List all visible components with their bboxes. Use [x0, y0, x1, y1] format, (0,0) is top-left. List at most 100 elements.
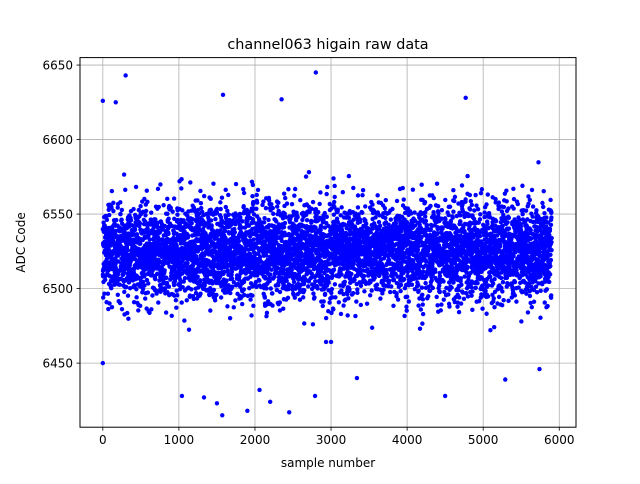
data-point	[167, 284, 171, 288]
data-point	[460, 183, 464, 187]
data-point	[118, 212, 122, 216]
data-point	[158, 182, 162, 186]
data-point	[435, 182, 439, 186]
data-point	[456, 288, 460, 292]
data-point	[107, 213, 111, 217]
data-point	[474, 285, 478, 289]
data-point	[262, 216, 266, 220]
data-point	[134, 295, 138, 299]
data-point	[114, 218, 118, 222]
data-point	[339, 205, 343, 209]
data-point	[183, 276, 187, 280]
data-point	[416, 289, 420, 293]
data-point	[261, 199, 265, 203]
data-point	[439, 302, 443, 306]
data-point	[435, 231, 439, 235]
data-point	[242, 287, 246, 291]
data-point	[404, 305, 408, 309]
data-point	[122, 290, 126, 294]
data-point	[447, 304, 451, 308]
data-point	[325, 215, 329, 219]
data-point	[305, 218, 309, 222]
data-point	[457, 295, 461, 299]
data-point	[341, 303, 345, 307]
data-point	[189, 221, 193, 225]
data-point	[133, 228, 137, 232]
data-point	[285, 201, 289, 205]
data-point	[480, 187, 484, 191]
data-point	[138, 204, 142, 208]
data-point	[120, 307, 124, 311]
data-point	[329, 340, 333, 344]
data-point	[295, 215, 299, 219]
data-point	[233, 298, 237, 302]
data-point	[242, 191, 246, 195]
data-point	[475, 281, 479, 285]
data-point	[356, 205, 360, 209]
data-point	[469, 293, 473, 297]
data-point	[470, 289, 474, 293]
data-point	[110, 305, 114, 309]
data-point	[118, 283, 122, 287]
data-point	[129, 218, 133, 222]
data-point	[269, 202, 273, 206]
data-point	[224, 205, 228, 209]
data-point	[198, 278, 202, 282]
data-point	[476, 207, 480, 211]
data-point	[126, 317, 130, 321]
data-point	[166, 216, 170, 220]
data-point	[473, 193, 477, 197]
data-point	[436, 204, 440, 208]
data-point	[402, 277, 406, 281]
data-point	[266, 218, 270, 222]
data-point	[302, 321, 306, 325]
data-point	[281, 307, 285, 311]
data-point	[465, 174, 469, 178]
data-point	[332, 200, 336, 204]
data-point	[224, 278, 228, 282]
data-point	[313, 279, 317, 283]
data-point	[131, 207, 135, 211]
data-point	[254, 207, 258, 211]
data-point	[337, 300, 341, 304]
data-point	[383, 206, 387, 210]
data-point	[462, 274, 466, 278]
data-point	[424, 219, 428, 223]
data-point	[356, 193, 360, 197]
data-point	[315, 286, 319, 290]
data-point	[271, 206, 275, 210]
data-point	[149, 210, 153, 214]
data-point	[306, 284, 310, 288]
data-point	[111, 209, 115, 213]
data-point	[278, 290, 282, 294]
data-point	[250, 293, 254, 297]
data-point	[126, 293, 130, 297]
data-point	[233, 230, 237, 234]
data-point	[370, 288, 374, 292]
data-point	[352, 278, 356, 282]
data-point	[330, 287, 334, 291]
data-point	[105, 218, 109, 222]
data-point	[458, 220, 462, 224]
data-point	[208, 308, 212, 312]
data-point	[353, 314, 357, 318]
data-point	[142, 283, 146, 287]
data-point	[262, 220, 266, 224]
data-point	[283, 221, 287, 225]
data-point	[452, 199, 456, 203]
data-point	[470, 203, 474, 207]
data-point	[438, 274, 442, 278]
data-point	[212, 288, 216, 292]
data-point	[443, 217, 447, 221]
data-point	[174, 305, 178, 309]
data-point	[276, 283, 280, 287]
data-point	[472, 208, 476, 212]
data-point	[343, 280, 347, 284]
data-point	[441, 279, 445, 283]
data-point	[407, 299, 411, 303]
data-point	[384, 198, 388, 202]
data-point	[136, 308, 140, 312]
data-point	[351, 291, 355, 295]
data-point	[362, 289, 366, 293]
